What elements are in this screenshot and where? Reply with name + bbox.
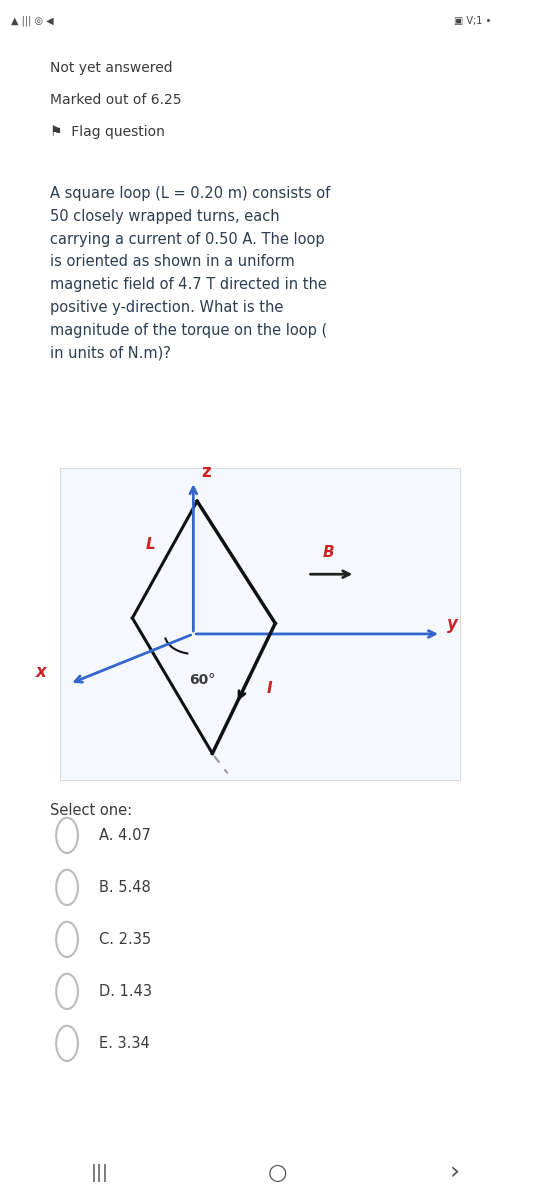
- Text: L: L: [146, 536, 156, 552]
- Text: D. 1.43: D. 1.43: [99, 984, 152, 998]
- Text: I: I: [266, 680, 273, 696]
- Text: ○: ○: [268, 1163, 286, 1182]
- Text: z: z: [201, 463, 211, 481]
- Text: ⚑  Flag question: ⚑ Flag question: [50, 125, 165, 139]
- Text: B: B: [323, 545, 335, 560]
- Text: ›: ›: [449, 1160, 459, 1184]
- Text: A square loop (L = 0.20 m) consists of
50 closely wrapped turns, each
carrying a: A square loop (L = 0.20 m) consists of 5…: [50, 186, 330, 361]
- Text: ▣ V;1 •: ▣ V;1 •: [454, 16, 491, 26]
- Text: A. 4.07: A. 4.07: [99, 828, 151, 842]
- Text: C. 2.35: C. 2.35: [99, 932, 151, 947]
- Text: y: y: [447, 614, 458, 632]
- Text: ▲ ||| ◎ ◀: ▲ ||| ◎ ◀: [11, 16, 54, 26]
- Text: Select one:: Select one:: [50, 803, 132, 818]
- Text: |||: |||: [91, 1164, 109, 1182]
- Text: Not yet answered: Not yet answered: [50, 61, 172, 76]
- Text: B. 5.48: B. 5.48: [99, 880, 151, 895]
- Text: 60°: 60°: [189, 673, 216, 688]
- Text: x: x: [36, 664, 47, 682]
- Text: Marked out of 6.25: Marked out of 6.25: [50, 92, 181, 107]
- Text: E. 3.34: E. 3.34: [99, 1036, 150, 1051]
